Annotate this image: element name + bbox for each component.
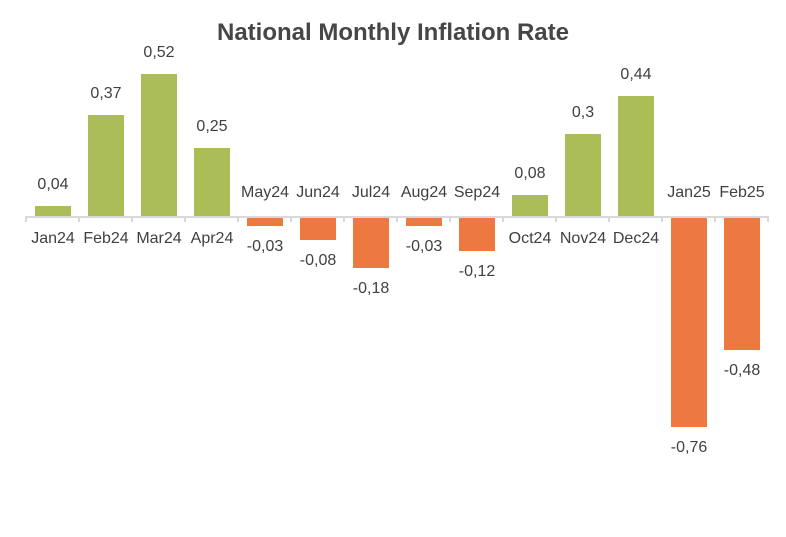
bar-dec24 bbox=[618, 96, 654, 217]
category-label-aug24: Aug24 bbox=[400, 184, 448, 201]
x-axis-tick bbox=[343, 216, 345, 222]
value-label-jul24: -0,18 bbox=[352, 280, 390, 297]
chart-title: National Monthly Inflation Rate bbox=[217, 19, 569, 46]
value-label-feb24: 0,37 bbox=[90, 85, 122, 102]
bar-mar24 bbox=[141, 74, 177, 217]
value-label-dec24: 0,44 bbox=[620, 66, 652, 83]
value-label-sep24: -0,12 bbox=[458, 263, 496, 280]
category-label-jan25: Jan25 bbox=[667, 184, 711, 201]
x-axis-tick bbox=[25, 216, 27, 222]
category-label-sep24: Sep24 bbox=[453, 184, 501, 201]
x-axis-tick bbox=[184, 216, 186, 222]
bar-jan25 bbox=[671, 218, 707, 427]
bar-jul24 bbox=[353, 218, 389, 268]
value-label-may24: -0,03 bbox=[246, 238, 284, 255]
value-label-nov24: 0,3 bbox=[571, 104, 595, 121]
bar-jun24 bbox=[300, 218, 336, 240]
bar-feb24 bbox=[88, 115, 124, 217]
bar-aug24 bbox=[406, 218, 442, 226]
bar-sep24 bbox=[459, 218, 495, 251]
value-label-apr24: 0,25 bbox=[196, 118, 228, 135]
category-label-may24: May24 bbox=[240, 184, 290, 201]
value-label-oct24: 0,08 bbox=[514, 165, 546, 182]
value-label-jan24: 0,04 bbox=[37, 176, 69, 193]
category-label-dec24: Dec24 bbox=[612, 230, 660, 247]
x-axis-line bbox=[26, 216, 768, 218]
x-axis-tick bbox=[131, 216, 133, 222]
value-label-jun24: -0,08 bbox=[299, 252, 337, 269]
x-axis-tick bbox=[396, 216, 398, 222]
category-label-jun24: Jun24 bbox=[296, 184, 340, 201]
x-axis-tick bbox=[555, 216, 557, 222]
category-label-nov24: Nov24 bbox=[559, 230, 607, 247]
value-label-mar24: 0,52 bbox=[143, 44, 175, 61]
category-label-feb24: Feb24 bbox=[83, 230, 129, 247]
category-label-apr24: Apr24 bbox=[190, 230, 234, 247]
category-label-jul24: Jul24 bbox=[351, 184, 391, 201]
value-label-jan25: -0,76 bbox=[670, 439, 708, 456]
x-axis-tick bbox=[237, 216, 239, 222]
x-axis-tick bbox=[502, 216, 504, 222]
bar-feb25 bbox=[724, 218, 760, 350]
category-label-jan24: Jan24 bbox=[31, 230, 75, 247]
bar-may24 bbox=[247, 218, 283, 226]
bar-oct24 bbox=[512, 195, 548, 217]
x-axis-tick bbox=[714, 216, 716, 222]
category-label-mar24: Mar24 bbox=[136, 230, 182, 247]
x-axis-tick bbox=[290, 216, 292, 222]
bar-apr24 bbox=[194, 148, 230, 217]
x-axis-tick bbox=[767, 216, 769, 222]
value-label-feb25: -0,48 bbox=[723, 362, 761, 379]
category-label-oct24: Oct24 bbox=[508, 230, 552, 247]
x-axis-tick bbox=[78, 216, 80, 222]
category-label-feb25: Feb25 bbox=[719, 184, 765, 201]
value-label-aug24: -0,03 bbox=[405, 238, 443, 255]
x-axis-tick bbox=[608, 216, 610, 222]
bar-jan24 bbox=[35, 206, 71, 217]
bar-nov24 bbox=[565, 134, 601, 217]
x-axis-tick bbox=[661, 216, 663, 222]
x-axis-tick bbox=[449, 216, 451, 222]
